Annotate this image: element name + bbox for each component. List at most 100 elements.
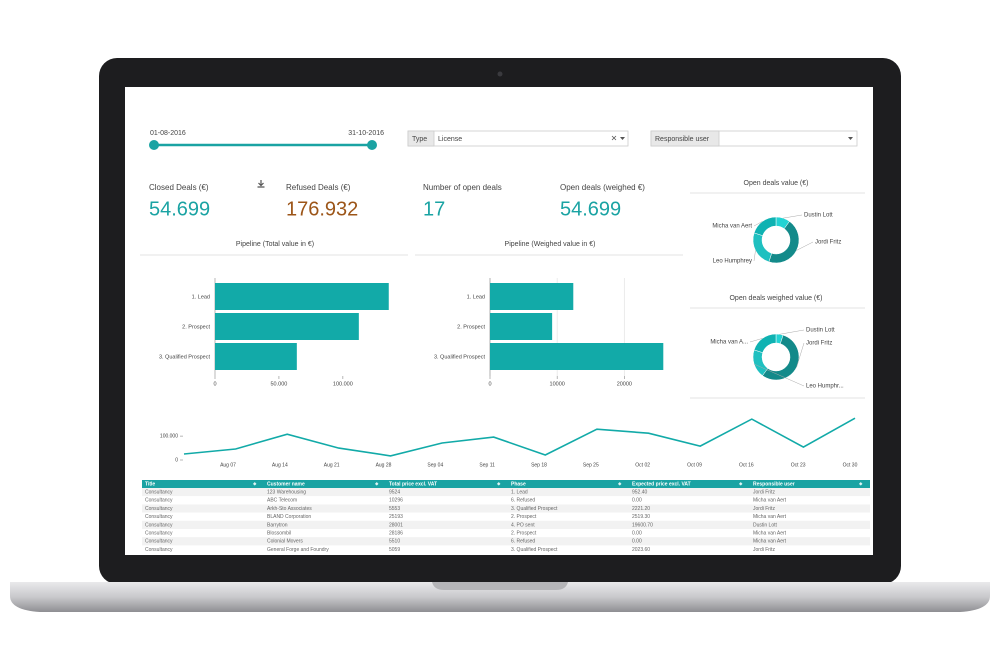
table-cell: 123 Warehousing (267, 490, 306, 496)
caret-icon (620, 137, 625, 140)
y-tick-label: 3. Qualified Prospect (434, 354, 486, 360)
table-row-bg (142, 529, 870, 538)
x-tick-label: Sep 25 (583, 462, 599, 468)
x-tick-label: Aug 28 (376, 462, 392, 468)
kpi-value: 17 (423, 198, 445, 220)
leader-line (749, 338, 763, 343)
x-tick-label: 0 (488, 381, 491, 387)
bar (490, 343, 664, 370)
table-header: Expected price excl. VAT (632, 481, 691, 487)
table-header: Responsible user (753, 481, 795, 487)
table-cell: Consultancy (145, 531, 173, 537)
table-cell: 5059 (389, 547, 400, 553)
table-header-bg (142, 480, 870, 488)
chart-title: Pipeline (Weighed value in €) (505, 241, 596, 248)
table-cell: 4. PO sent (511, 522, 535, 528)
chart-title: Open deals weighed value (€) (729, 295, 822, 302)
table-cell: Consultancy (145, 522, 173, 528)
x-tick-label: 20000 (617, 381, 632, 387)
x-tick-label: 50.000 (271, 381, 288, 387)
x-tick-label: 10000 (550, 381, 565, 387)
leader-line (754, 363, 805, 387)
y-tick-label: 1. Lead (467, 294, 485, 300)
y-tick-label: 3. Qualified Prospect (159, 354, 211, 360)
table-header: Phase (511, 481, 526, 487)
sort-icon[interactable]: ◆ (859, 481, 863, 486)
sort-icon[interactable]: ◆ (253, 481, 257, 486)
table-cell: 19600.70 (632, 522, 653, 528)
table-cell: 2. Prospect (511, 531, 537, 537)
table-cell: Consultancy (145, 498, 173, 504)
x-tick-label: Oct 30 (843, 462, 858, 468)
table-cell: Jordi Fritz (753, 547, 775, 553)
caret-icon (848, 137, 853, 140)
table-cell: Barrytron (267, 522, 288, 528)
table-cell: Micha van Aert (753, 514, 787, 520)
donut-label: Micha van A... (710, 340, 748, 346)
table-cell: 9524 (389, 490, 400, 496)
kpi-value: 54.699 (149, 198, 210, 220)
slider-handle[interactable] (149, 140, 159, 150)
table-row-bg (142, 545, 870, 554)
table-cell: Colonial Movers (267, 539, 303, 545)
bar (490, 283, 574, 310)
download-icon[interactable] (257, 180, 265, 188)
slider-handle[interactable] (367, 140, 377, 150)
donut-label: Jordi Fritz (815, 240, 841, 246)
table-cell: Consultancy (145, 547, 173, 553)
donut-label: Jordi Fritz (806, 341, 832, 347)
table-row-bg (142, 520, 870, 529)
y-tick-label: 1. Lead (192, 294, 210, 300)
table-cell: Blossombil (267, 531, 291, 537)
bar (215, 343, 297, 370)
table-cell: 0.00 (632, 539, 642, 545)
y-tick-label: 0 (175, 457, 178, 463)
table-cell: 1. Lead (511, 490, 528, 496)
table-cell: 2519.30 (632, 514, 650, 520)
chart-title: Pipeline (Total value in €) (236, 241, 314, 248)
table-cell: Consultancy (145, 514, 173, 520)
clear-icon[interactable] (611, 135, 617, 141)
sort-icon[interactable]: ◆ (375, 481, 379, 486)
table-row-bg (142, 504, 870, 513)
camera (497, 71, 503, 77)
download-glyph (257, 180, 265, 188)
user-dropdown[interactable]: Responsible user (650, 130, 858, 147)
y-tick-label: 2. Prospect (457, 324, 485, 330)
table-cell: 0.00 (632, 498, 642, 504)
type-dropdown[interactable]: Type License (407, 130, 629, 147)
sort-icon[interactable]: ◆ (497, 481, 501, 486)
x-tick-label: Aug 07 (220, 462, 236, 468)
table-cell: ABC Telecom (267, 498, 297, 504)
sort-icon[interactable]: ◆ (739, 481, 743, 486)
table-header: Title (145, 481, 155, 487)
donut-label: Dustin Lott (804, 213, 833, 219)
date-end: 31-10-2016 (348, 130, 384, 137)
leader-line (753, 250, 756, 262)
table-cell: 28186 (389, 531, 403, 537)
y-tick-label: 100.000 (160, 433, 178, 439)
x-tick-label: Sep 18 (531, 462, 547, 468)
bar (215, 313, 359, 340)
donut-label: Leo Humphrey (713, 259, 752, 265)
x-tick-label: Oct 09 (687, 462, 702, 468)
table-cell: 0.00 (632, 531, 642, 537)
donut-label: Dustin Lott (806, 328, 835, 334)
sort-icon[interactable]: ◆ (618, 481, 622, 486)
bar (490, 313, 553, 340)
table-cell: Jordi Fritz (753, 506, 775, 512)
x-tick-label: Oct 23 (791, 462, 806, 468)
base (10, 582, 990, 612)
table-cell: 28001 (389, 522, 403, 528)
leader-line (796, 342, 805, 368)
table-cell: 952.40 (632, 490, 648, 496)
x-tick-label: Aug 21 (324, 462, 340, 468)
table-row-bg (142, 488, 870, 497)
notch (432, 582, 568, 590)
leader-line (783, 214, 803, 219)
bar (215, 283, 389, 310)
kpi-label: Open deals (weighed €) (560, 183, 645, 192)
chart-title: Open deals value (€) (744, 180, 809, 187)
